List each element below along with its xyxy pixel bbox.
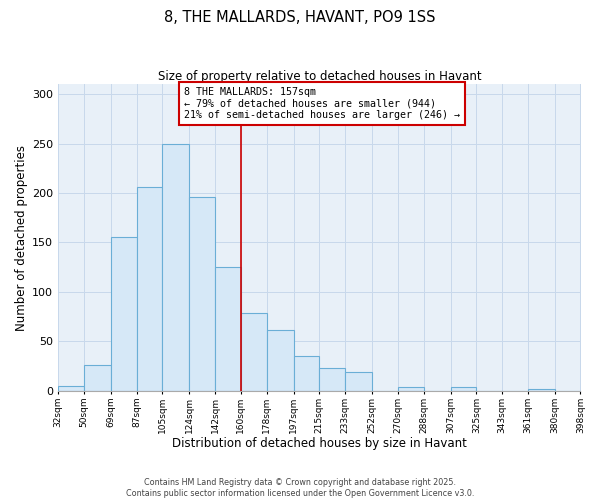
Text: 8, THE MALLARDS, HAVANT, PO9 1SS: 8, THE MALLARDS, HAVANT, PO9 1SS <box>164 10 436 25</box>
Bar <box>319 368 345 391</box>
Bar <box>241 312 266 391</box>
Bar <box>215 267 241 391</box>
Bar <box>451 387 476 391</box>
Bar <box>111 236 137 391</box>
Title: Size of property relative to detached houses in Havant: Size of property relative to detached ho… <box>158 70 481 83</box>
Bar <box>398 387 424 391</box>
Bar <box>527 389 555 391</box>
Bar <box>137 187 163 391</box>
Bar <box>190 197 215 391</box>
Bar <box>293 356 319 391</box>
Text: 8 THE MALLARDS: 157sqm
← 79% of detached houses are smaller (944)
21% of semi-de: 8 THE MALLARDS: 157sqm ← 79% of detached… <box>184 87 460 120</box>
Y-axis label: Number of detached properties: Number of detached properties <box>15 144 28 330</box>
Bar <box>84 365 111 391</box>
Text: Contains HM Land Registry data © Crown copyright and database right 2025.
Contai: Contains HM Land Registry data © Crown c… <box>126 478 474 498</box>
X-axis label: Distribution of detached houses by size in Havant: Distribution of detached houses by size … <box>172 437 467 450</box>
Bar <box>345 372 372 391</box>
Bar <box>58 386 84 391</box>
Bar <box>163 144 190 391</box>
Bar <box>266 330 293 391</box>
